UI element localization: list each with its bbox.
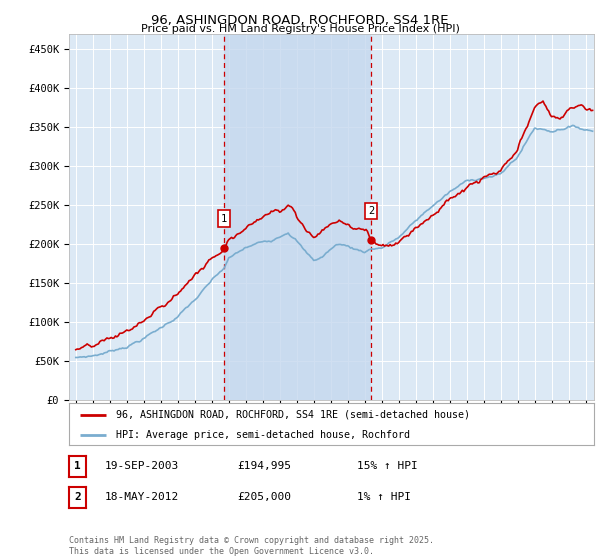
Text: 2: 2	[368, 206, 374, 216]
Text: 19-SEP-2003: 19-SEP-2003	[105, 461, 179, 472]
Text: £194,995: £194,995	[237, 461, 291, 472]
Text: HPI: Average price, semi-detached house, Rochford: HPI: Average price, semi-detached house,…	[116, 430, 410, 440]
Text: 2: 2	[74, 492, 81, 502]
Text: 96, ASHINGDON ROAD, ROCHFORD, SS4 1RE: 96, ASHINGDON ROAD, ROCHFORD, SS4 1RE	[151, 14, 449, 27]
Bar	[224, 34, 371, 400]
Text: £205,000: £205,000	[237, 492, 291, 502]
Text: Contains HM Land Registry data © Crown copyright and database right 2025.
This d: Contains HM Land Registry data © Crown c…	[69, 536, 434, 556]
Text: 1% ↑ HPI: 1% ↑ HPI	[357, 492, 411, 502]
Text: 18-MAY-2012: 18-MAY-2012	[105, 492, 179, 502]
Text: 15% ↑ HPI: 15% ↑ HPI	[357, 461, 418, 472]
Text: 1: 1	[221, 213, 227, 223]
Text: 1: 1	[74, 461, 81, 472]
Text: 96, ASHINGDON ROAD, ROCHFORD, SS4 1RE (semi-detached house): 96, ASHINGDON ROAD, ROCHFORD, SS4 1RE (s…	[116, 410, 470, 420]
Text: Price paid vs. HM Land Registry's House Price Index (HPI): Price paid vs. HM Land Registry's House …	[140, 24, 460, 34]
